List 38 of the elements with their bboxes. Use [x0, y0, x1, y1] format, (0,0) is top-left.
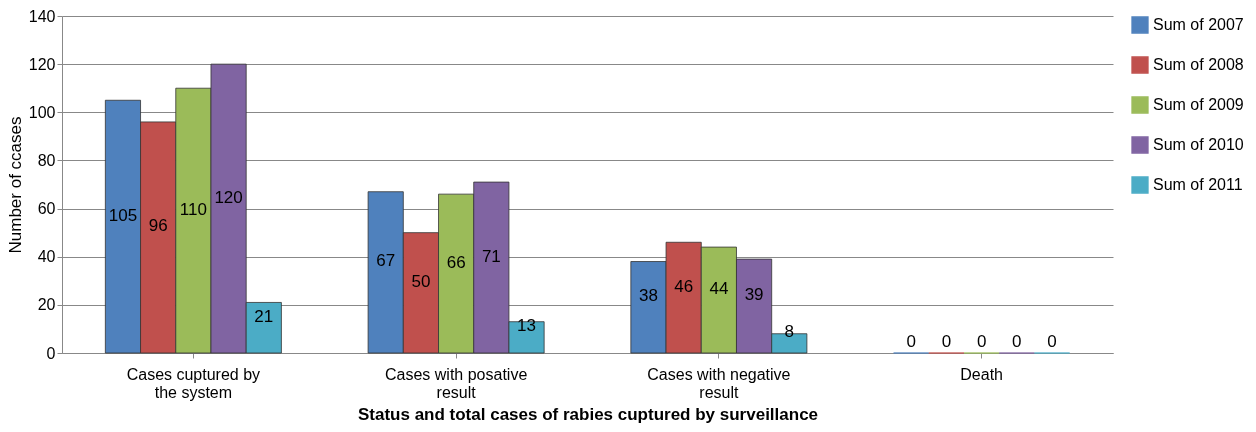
data-label: 120	[214, 187, 243, 207]
y-tick-label: 120	[28, 55, 56, 73]
x-axis-title: Status and total cases of rabies cuptured by surveillance	[357, 404, 819, 424]
data-label: 0	[906, 332, 916, 351]
data-label: 96	[148, 216, 168, 236]
data-label: 105	[108, 205, 138, 225]
legend-label: Sum of 2008	[1153, 56, 1244, 73]
x-tick-label: Death	[960, 365, 1003, 383]
data-label: 67	[376, 251, 396, 271]
data-label: 0	[941, 332, 952, 351]
data-label: 44	[709, 279, 729, 299]
y-tick-label: 0	[46, 344, 56, 362]
data-label: 110	[179, 199, 207, 219]
data-label: 71	[481, 246, 501, 266]
data-label: 0	[1047, 332, 1057, 351]
legend-label: Sum of 2010	[1153, 136, 1244, 153]
data-label: 39	[744, 285, 764, 305]
legend-label: Sum of 2009	[1153, 96, 1244, 113]
data-label: 66	[446, 252, 466, 272]
x-tick-label: Cases cuptured by the system	[126, 365, 261, 401]
y-tick-label: 80	[37, 151, 56, 169]
data-label: 0	[976, 332, 987, 351]
x-tick-label: Cases with posative result	[384, 365, 528, 401]
legend-label: Sum of 2007	[1153, 16, 1244, 33]
data-label: 46	[674, 276, 694, 296]
data-label: 0	[1012, 332, 1022, 351]
y-tick-label: 140	[28, 7, 56, 25]
data-label: 13	[517, 316, 536, 336]
y-tick-label: 100	[28, 103, 56, 121]
y-tick-label: 40	[37, 248, 56, 266]
y-tick-label: 20	[37, 296, 56, 314]
y-tick-label: 60	[37, 200, 56, 218]
x-tick-label: Cases with negative result	[647, 365, 791, 401]
data-label: 21	[254, 306, 274, 326]
data-label: 50	[411, 271, 431, 291]
legend-label: Sum of 2011	[1153, 176, 1243, 193]
data-label: 38	[639, 286, 658, 306]
y-axis-title: Number of ccases	[5, 116, 25, 254]
